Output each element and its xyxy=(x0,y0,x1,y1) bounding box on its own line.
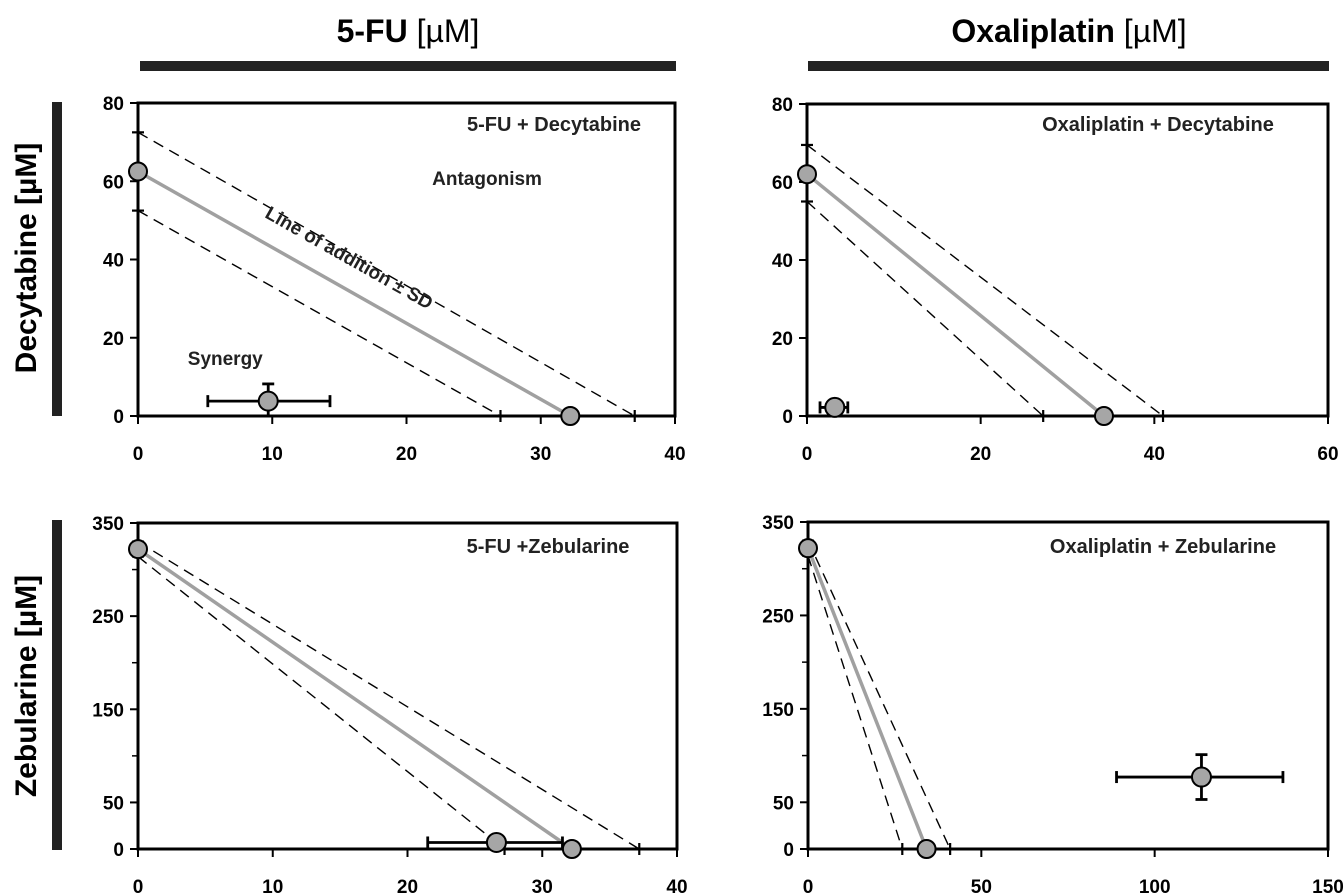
single-agent-point xyxy=(797,164,817,185)
y-tick-label: 0 xyxy=(113,840,124,861)
y-tick-label: 40 xyxy=(103,251,124,272)
panel-title: Oxaliplatin + Decytabine xyxy=(1042,114,1274,136)
panel-title: Oxaliplatin + Zebularine xyxy=(1050,536,1276,558)
y-tick-label: 20 xyxy=(103,329,124,350)
combination-point xyxy=(485,831,507,853)
y-tick-label: 0 xyxy=(113,407,124,428)
panel-title: 5-FU +Zebularine xyxy=(467,536,630,558)
region-label: Synergy xyxy=(188,349,263,370)
x-tick-label: 0 xyxy=(802,444,813,465)
x-tick-label: 40 xyxy=(1144,444,1165,465)
x-tick-label: 20 xyxy=(397,877,418,894)
y-tick-label: 50 xyxy=(103,793,124,814)
y-tick-label: 80 xyxy=(103,94,124,115)
panel-1: 0 20 40 60 80 0 10 20 30 40 5-FU + Decytabine Antag… xyxy=(103,94,686,465)
panel-3: 0 50 150 250 350 0 10 20 30 40 5-FU +Zebularine xyxy=(92,514,687,894)
line-of-addition xyxy=(806,547,929,850)
y-tick-label: 80 xyxy=(772,95,793,116)
x-tick-label: 10 xyxy=(262,444,283,465)
column-header-5fu: 5-FU [µM] xyxy=(337,13,480,49)
x-tick-label: 100 xyxy=(1139,877,1171,894)
x-tick-label: 40 xyxy=(664,444,685,465)
x-tick-label: 0 xyxy=(133,877,144,894)
figure-headers: 5-FU [µM] Oxaliplatin [µM] Decytabine [µ… xyxy=(10,13,1329,850)
column-header-oxaliplatin: Oxaliplatin [µM] xyxy=(951,13,1186,49)
y-tick-label: 60 xyxy=(772,173,793,194)
x-tick-label: 30 xyxy=(532,877,553,894)
y-tick-label: 60 xyxy=(103,172,124,193)
column-bar-oxaliplatin xyxy=(808,61,1329,71)
single-agent-point xyxy=(916,839,937,859)
x-tick-label: 0 xyxy=(133,444,144,465)
single-agent-point xyxy=(1093,406,1114,426)
x-tick-label: 20 xyxy=(396,444,417,465)
plot-frame xyxy=(806,520,1330,851)
y-tick-label: 250 xyxy=(762,606,794,627)
y-tick-label: 40 xyxy=(772,251,793,272)
sd-lower-line xyxy=(137,555,505,850)
region-label: Antagonism xyxy=(432,169,542,190)
plot-frame xyxy=(136,521,679,851)
sd-upper-line xyxy=(807,540,951,850)
row-header-zebularine: Zebularine [µM] xyxy=(10,575,43,797)
panel-4: 0 50 150 250 350 0 50 100 150 Oxaliplatin + Zebul… xyxy=(762,513,1344,894)
y-tick-label: 250 xyxy=(92,607,124,628)
column-bar-5fu xyxy=(140,61,676,71)
single-agent-point xyxy=(560,406,581,426)
y-tick-label: 350 xyxy=(762,513,794,534)
combination-point xyxy=(257,390,279,412)
row-bar-decytabine xyxy=(52,102,62,416)
panel-2: 0 20 40 60 80 0 20 40 60 Oxaliplatin + Decytabine xyxy=(772,95,1339,465)
combination-point xyxy=(1190,766,1212,788)
x-tick-label: 40 xyxy=(666,877,687,894)
sd-lower-line xyxy=(137,209,501,417)
sd-upper-line xyxy=(806,144,1164,417)
sd-lower-line xyxy=(806,200,1044,417)
line-of-addition-label: Line of addition ± SD xyxy=(261,203,436,314)
single-agent-point xyxy=(128,161,148,182)
y-tick-label: 50 xyxy=(773,793,794,814)
y-tick-label: 350 xyxy=(92,514,124,535)
line-of-addition xyxy=(137,169,572,418)
x-tick-label: 30 xyxy=(530,444,551,465)
single-agent-point xyxy=(798,538,818,559)
row-header-decytabine: Decytabine [µM] xyxy=(10,143,43,374)
y-tick-label: 150 xyxy=(762,700,794,721)
sd-upper-line xyxy=(137,131,636,417)
combination-point xyxy=(824,396,846,418)
x-tick-label: 20 xyxy=(970,444,991,465)
x-tick-label: 150 xyxy=(1312,877,1344,894)
y-tick-label: 20 xyxy=(772,329,793,350)
plot-frame xyxy=(805,102,1330,418)
single-agent-point xyxy=(561,839,582,859)
x-tick-label: 0 xyxy=(803,877,814,894)
x-tick-label: 10 xyxy=(262,877,283,894)
sd-lower-line xyxy=(807,555,903,850)
row-bar-zebularine xyxy=(52,520,62,850)
line-of-addition xyxy=(805,172,1106,418)
x-tick-label: 60 xyxy=(1317,444,1338,465)
panel-title: 5-FU + Decytabine xyxy=(467,114,641,136)
line-of-addition xyxy=(137,547,573,851)
y-tick-label: 150 xyxy=(92,700,124,721)
sd-upper-line xyxy=(137,541,640,850)
y-tick-label: 0 xyxy=(783,840,794,861)
x-tick-label: 50 xyxy=(971,877,992,894)
single-agent-point xyxy=(128,539,148,560)
y-tick-label: 0 xyxy=(782,407,793,428)
isobologram-panels: 0 20 40 60 80 0 10 20 30 40 5-FU + Decytabine Antag… xyxy=(92,94,1344,894)
